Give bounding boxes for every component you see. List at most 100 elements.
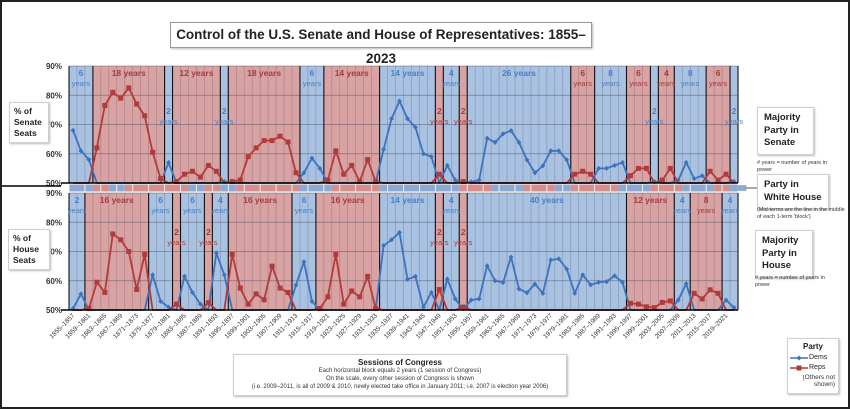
house-dems-point [476, 296, 482, 302]
house-dems-point [421, 304, 426, 310]
house-band-label: 16 years [100, 195, 134, 205]
white-house-term-dem [618, 184, 651, 192]
senate-ytick-label: 60% [46, 150, 62, 159]
legend-others-note: (Others not shown) [802, 374, 835, 388]
white-house-term-rep [522, 184, 555, 192]
senate-reps-point [205, 162, 211, 168]
house-dems-point [468, 297, 474, 303]
senate-dems-point [604, 165, 609, 171]
senate-dems-point [691, 176, 697, 182]
senate-band-label-number: 2 [222, 106, 227, 116]
house-dems-point [580, 272, 586, 278]
legend-title: Party [802, 342, 823, 351]
house-reps-point [635, 301, 641, 307]
senate-reps-point [102, 102, 108, 108]
house-dems-point [683, 281, 689, 287]
house-reps-point [285, 289, 291, 295]
senate-dems-point [86, 157, 92, 163]
house-band-label-number: 2 [437, 227, 442, 237]
house-dems-point [309, 298, 315, 304]
house-dems-point [301, 259, 307, 265]
house-band-label-number: 6 [190, 195, 195, 205]
senate-reps-point [134, 101, 140, 107]
house-band-label-unit: years [199, 238, 218, 247]
house-band-label: 40 years [530, 195, 564, 205]
senate-reps-point [659, 177, 665, 183]
white-house-term-dem [682, 184, 715, 192]
senate-band-label-number: 8 [608, 68, 613, 78]
house-band-label-number: 8 [704, 195, 709, 205]
white-house-term-rep [124, 184, 189, 192]
senate-dems-point [405, 116, 410, 122]
senate-band-label-unit: years [215, 117, 234, 126]
house-dems-point [452, 296, 458, 302]
house-dems-point [182, 273, 187, 279]
house-reps-point [349, 288, 355, 294]
legend: Party Dems Reps (Others not shown) [787, 338, 839, 394]
senate-reps-point [436, 171, 442, 177]
senate-reps-point [572, 171, 578, 177]
house-reps-point [699, 296, 705, 302]
senate-reps-point [142, 113, 148, 119]
house-dems-point [588, 282, 594, 288]
house-dems-point [548, 257, 554, 263]
house-dems-point [484, 263, 490, 269]
house-reps-point [94, 279, 100, 285]
senate-reps-point [277, 133, 283, 139]
house-band-label-unit: years [430, 238, 449, 247]
house-dems-point [532, 281, 538, 287]
house-reps-point [365, 273, 371, 279]
house-reps-point [277, 285, 283, 291]
senate-band-label-number: 6 [580, 68, 585, 78]
white-house-term-dem [491, 184, 523, 192]
house-reps-point [142, 251, 148, 257]
house-ytick-label: 80% [46, 218, 62, 227]
senate-band-label-number: 2 [732, 106, 737, 116]
house-note: # years = number of years in power [755, 275, 825, 288]
senate-reps-point [635, 165, 641, 171]
house-band-label-unit: years [211, 206, 230, 215]
house-dems-point [150, 272, 156, 278]
house-reps-point [667, 298, 673, 304]
house-dems-point [675, 297, 681, 303]
senate-band-label-unit: years [454, 117, 473, 126]
house-reps-point [237, 285, 243, 291]
house-reps-point [333, 251, 339, 257]
house-reps-point [110, 231, 116, 237]
house-reps-point [269, 263, 275, 269]
house-reps-point [229, 251, 235, 257]
house-reps-point [325, 294, 331, 300]
senate-dems-point [317, 165, 323, 171]
house-dems-point [500, 279, 506, 286]
house-dems-point [564, 266, 570, 272]
senate-band-label-unit: years [574, 79, 593, 88]
house-reps-point [253, 291, 259, 297]
senate-reps-point [293, 170, 299, 176]
senate-dems-point [683, 159, 689, 166]
house-band-label-unit: years [454, 238, 473, 247]
senate-reps-point [333, 148, 339, 154]
senate-reps-point [285, 139, 291, 145]
house-reps-point [460, 304, 466, 310]
house-band-label: 12 years [633, 195, 667, 205]
house-reps-point [102, 289, 108, 295]
senate-band-label-unit: years [159, 117, 178, 126]
house-dems-point [389, 237, 394, 243]
house-band-label-number: 4 [680, 195, 685, 205]
house-band-label-unit: years [697, 206, 716, 215]
senate-band-label: 12 years [179, 68, 213, 78]
senate-band-label-number: 2 [437, 106, 442, 116]
house-dems-point [293, 282, 299, 288]
senate-band-label-number: 2 [652, 106, 657, 116]
house-dems-point [70, 305, 76, 312]
senate-dems-point [301, 170, 307, 176]
senate-reps-point [373, 179, 379, 185]
senate-dems-point [699, 173, 705, 179]
senate-reps-point [237, 177, 243, 183]
house-dems-point [190, 289, 195, 296]
house-reps-point [205, 300, 211, 306]
senate-band-label-number: 6 [79, 68, 84, 78]
house-band-label-number: 2 [206, 227, 211, 237]
